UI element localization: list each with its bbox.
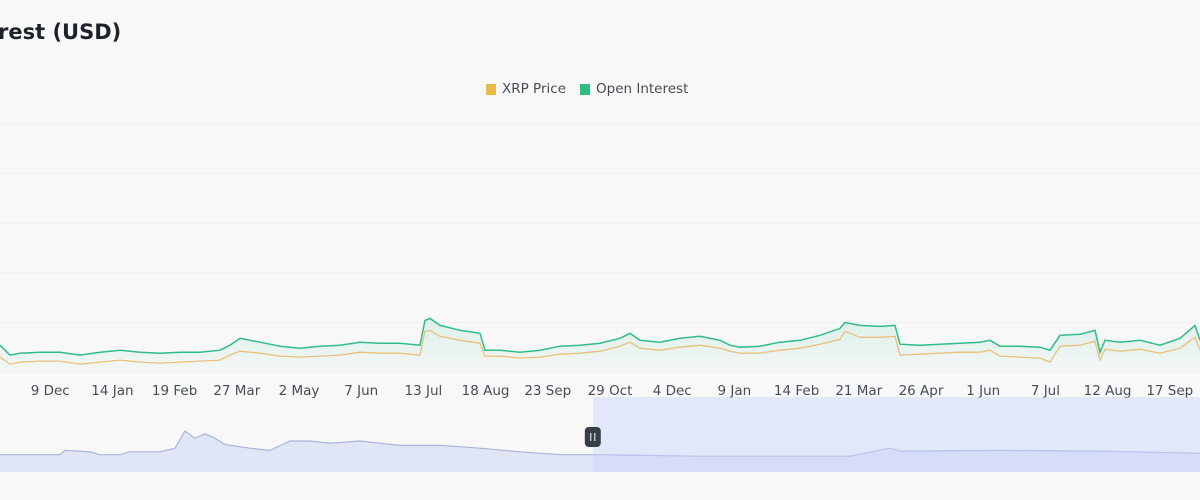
x-tick-label: 9 Jan (718, 383, 752, 399)
legend-label-price: XRP Price (502, 81, 566, 97)
legend-item-price[interactable]: XRP Price (486, 81, 566, 97)
x-tick-label: 9 Dec (31, 383, 70, 399)
x-tick-label: 27 Mar (213, 383, 260, 399)
x-tick-label: 14 Jan (91, 383, 133, 399)
x-tick-label: 14 Feb (774, 383, 819, 399)
x-tick-label: 17 Sep (1146, 383, 1193, 399)
legend-swatch-open-interest (580, 83, 590, 95)
chart-legend: XRP Price Open Interest (486, 81, 688, 97)
x-tick-label: 26 Apr (899, 383, 944, 399)
chart-title: rest (USD) (0, 20, 122, 44)
x-tick-label: 23 Sep (524, 383, 571, 399)
open-interest-area (0, 318, 1200, 372)
navigator-handle-left[interactable] (584, 427, 601, 447)
x-tick-label: 1 Jun (966, 383, 1000, 399)
x-tick-label: 12 Aug (1084, 383, 1132, 399)
x-tick-label: 4 Dec (653, 383, 692, 399)
open-interest-line (0, 317, 1200, 356)
xrp-price-line (0, 329, 1200, 365)
navigator-line (0, 430, 1200, 457)
x-tick-label: 7 Jun (344, 383, 378, 399)
navigator-selected-range[interactable] (592, 397, 1200, 472)
x-tick-label: 21 Mar (835, 383, 882, 399)
legend-item-open-interest[interactable]: Open Interest (580, 81, 688, 97)
x-tick-label: 29 Oct (588, 383, 633, 399)
legend-swatch-price (486, 83, 496, 95)
x-tick-label: 19 Feb (152, 383, 197, 399)
x-tick-label: 7 Jul (1031, 383, 1060, 399)
x-tick-label: 18 Aug (462, 383, 510, 399)
x-tick-label: 2 May (279, 383, 320, 399)
x-tick-label: 13 Jul (405, 383, 443, 399)
legend-label-open-interest: Open Interest (596, 81, 689, 97)
